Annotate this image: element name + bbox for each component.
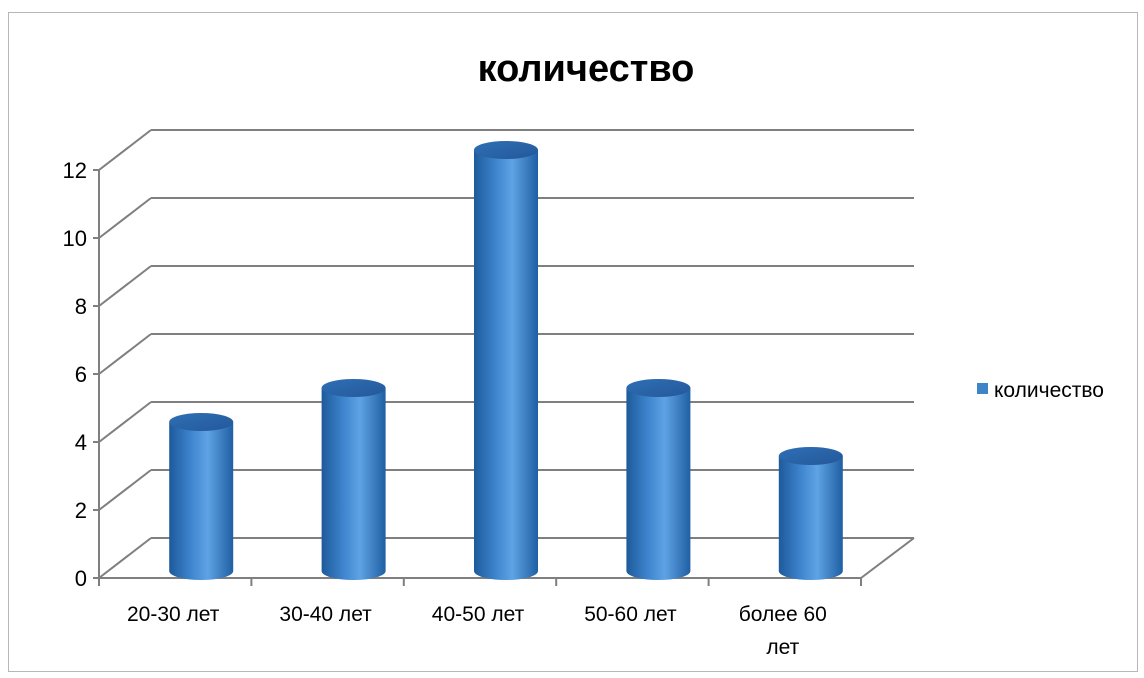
bar-4 xyxy=(626,379,691,580)
x-tick-label-line: лет xyxy=(766,636,799,659)
bars-layer xyxy=(169,141,843,580)
gridline-depth xyxy=(98,333,152,375)
gridline-depth xyxy=(98,469,152,511)
x-tick-label-line: 40-50 лет xyxy=(432,603,525,626)
bar-body xyxy=(778,456,843,580)
x-tick-label-line: 30-40 лет xyxy=(279,603,372,626)
legend-label: количество xyxy=(994,379,1104,402)
bar-2 xyxy=(321,379,386,580)
bar-body xyxy=(626,388,691,580)
labels-layer: 0 2 4 6 8 10 12 20-30 лет 30-40 лет 40-50 лет 50-6… xyxy=(63,158,827,659)
bar-1 xyxy=(169,413,234,580)
bar-cap xyxy=(474,141,538,159)
x-tick-label: 40-50 лет xyxy=(432,603,525,626)
gridline-depth xyxy=(98,401,152,443)
legend-swatch xyxy=(977,383,988,394)
x-tick-label-line: более 60 xyxy=(739,603,827,626)
y-tick-label: 6 xyxy=(75,362,87,387)
x-tick-label: 50-60 лет xyxy=(584,603,677,626)
x-tick-label: 30-40 лет xyxy=(279,603,372,626)
x-tick-label: более 60 лет xyxy=(739,603,827,659)
bar-cap xyxy=(169,413,234,431)
x-tick-label-line: 50-60 лет xyxy=(584,603,677,626)
gridline-depth xyxy=(98,537,152,579)
axis-layer xyxy=(93,169,915,586)
floor-edge xyxy=(860,537,915,579)
bar-body xyxy=(474,150,538,580)
y-tick-label: 10 xyxy=(63,226,87,251)
y-tick-label: 12 xyxy=(63,158,87,183)
bar-body xyxy=(169,422,234,580)
chart-frame: количество 0 2 4 6 8 10 12 20-30 лет 30-40 лет 40… xyxy=(8,12,1138,672)
chart-svg: количество 0 2 4 6 8 10 12 20-30 лет 30-40 лет 40… xyxy=(63,48,1104,659)
legend: количество xyxy=(977,379,1104,402)
bar-cap xyxy=(778,447,843,465)
x-tick-label-line: 20-30 лет xyxy=(127,603,220,626)
gridline-depth xyxy=(98,197,152,239)
y-tick-label: 4 xyxy=(75,430,87,455)
bar-body xyxy=(321,388,386,580)
bar-3 xyxy=(474,141,538,580)
x-tick-label: 20-30 лет xyxy=(127,603,220,626)
y-tick-label: 8 xyxy=(75,294,87,319)
y-tick-label: 2 xyxy=(75,498,87,523)
gridline-depth xyxy=(98,129,152,171)
bar-cap xyxy=(321,379,386,397)
chart-title: количество xyxy=(478,48,695,90)
y-tick-label: 0 xyxy=(75,566,87,591)
bar-5 xyxy=(778,447,843,580)
bar-cap xyxy=(626,379,691,397)
gridline-depth xyxy=(98,265,152,307)
